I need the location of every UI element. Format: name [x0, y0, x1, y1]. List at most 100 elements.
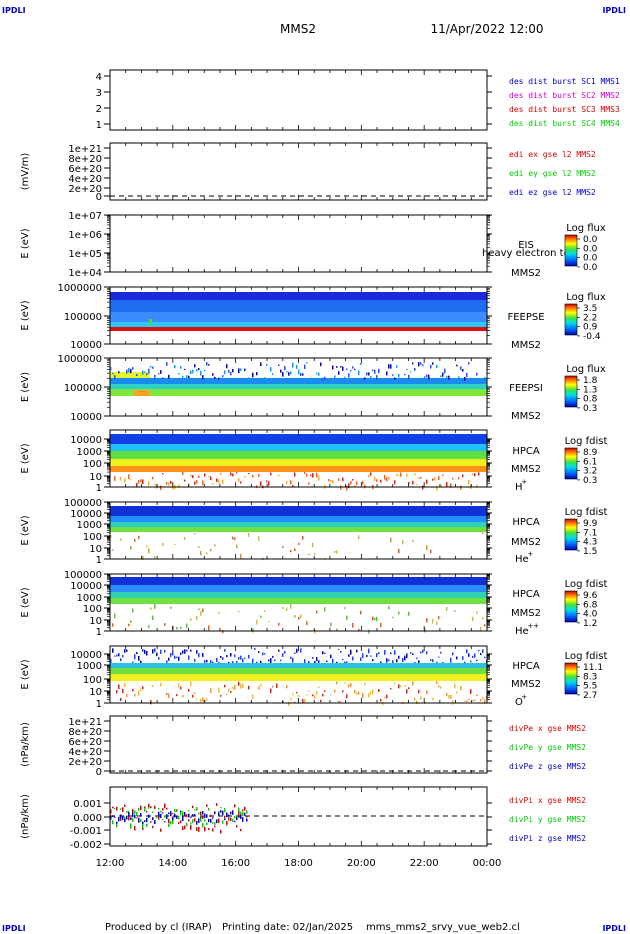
y-tick-label: 10 — [89, 472, 102, 483]
plot-datetime: 11/Apr/2022 12:00 — [430, 22, 543, 36]
y-minor-ticks — [107, 215, 490, 267]
footer-script-name: mms_mms2_srvy_vue_web2.cl — [366, 922, 520, 933]
band-mid-energy — [110, 300, 487, 312]
instrument-label: FEEPSI — [509, 383, 543, 394]
species-label: He — [515, 554, 529, 565]
colorbar-title: Log flux — [566, 223, 606, 234]
series-divpi-z — [110, 810, 248, 825]
x-tick-label: 14:00 — [158, 858, 187, 869]
y-tick-label: 10 — [89, 687, 102, 698]
species-charge: + — [527, 550, 533, 558]
band-yellow — [110, 674, 487, 681]
y-tick-label: 100000 — [64, 312, 102, 323]
spacecraft-label: MMS2 — [511, 268, 541, 279]
colorbar-tick-label: 9.9 — [583, 519, 598, 529]
instrument-label: HPCA — [512, 446, 540, 457]
x-tick-label: 00:00 — [473, 858, 502, 869]
legend-entry: des dist burst SC2 MMS2 — [509, 91, 620, 100]
corner-label-top-left: IPDLI — [2, 6, 26, 15]
colorbar-tick-label: 2.2 — [583, 313, 597, 323]
y-tick-label: 100 — [83, 459, 102, 470]
series-divpi-y — [110, 806, 248, 829]
instrument-label: HPCA — [512, 517, 540, 528]
y-tick-label: 0 — [96, 192, 102, 203]
x-minor-ticks — [109, 287, 488, 344]
band-low-energy — [110, 327, 487, 331]
band-blue — [110, 434, 487, 444]
y-tick-label: 1e+21 — [68, 144, 102, 155]
x-minor-ticks — [109, 787, 488, 846]
colorbar-tick-label: 0.8 — [583, 395, 598, 405]
y-tick-label: 100 — [83, 532, 102, 543]
band-light-blue — [110, 585, 487, 592]
y-minor-ticks — [107, 502, 490, 557]
y-tick-label: 2e+20 — [68, 757, 102, 768]
colorbar — [564, 662, 578, 695]
species-label: H — [515, 482, 523, 493]
band-blue — [110, 506, 487, 516]
y-tick-label: 1e+04 — [68, 268, 102, 279]
colorbar-tick-label: 3.5 — [583, 304, 597, 314]
y-tick-label: 1e+07 — [68, 211, 102, 222]
species-charge: + — [521, 693, 527, 701]
legend-entry: des dist burst SC3 MMS3 — [509, 105, 620, 114]
instrument-label: HPCA — [512, 589, 540, 600]
y-axis-label: E (eV) — [20, 300, 31, 330]
y-tick-label: 1000 — [77, 661, 102, 672]
plot-area-hpca_hepp — [110, 577, 487, 634]
x-tick-label: 12:00 — [96, 858, 125, 869]
band-green — [110, 451, 487, 459]
band-green — [110, 389, 487, 396]
y-tick-label: 100 — [83, 604, 102, 615]
band-orange-early — [134, 390, 150, 396]
legend-entry: edi ey gse l2 MMS2 — [509, 169, 596, 178]
species-label: O — [515, 697, 523, 708]
colorbar-tick-label: -0.4 — [583, 332, 601, 342]
y-tick-label: 1000000 — [57, 283, 102, 294]
y-axis-label: E (eV) — [20, 228, 31, 258]
y-minor-ticks — [107, 654, 490, 700]
panel-feepse: 1000000 100000 10000 E (eV) FEEPSE MMS2 Log fl… — [20, 283, 606, 351]
instrument-label: FEEPSE — [507, 312, 544, 323]
y-axis-label: E (eV) — [20, 587, 31, 617]
plot-mission-title: MMS2 — [280, 22, 316, 36]
colorbar-title: Log fdist — [565, 507, 608, 518]
colorbar-tick-label: 1.3 — [583, 385, 597, 395]
y-tick-label: 10000 — [70, 412, 102, 423]
band-orange — [110, 466, 487, 472]
band-cyan — [110, 663, 487, 668]
y-tick-label: 1e+21 — [68, 717, 102, 728]
y-tick-label: 10 — [89, 616, 102, 627]
legend-entry: des dist burst SC4 MMS4 — [509, 119, 620, 128]
spacecraft-label: MMS2 — [511, 679, 541, 690]
y-tick-label: 1000 — [77, 447, 102, 458]
colorbar-tick-label: 0.9 — [583, 323, 598, 333]
y-tick-label: 4e+20 — [68, 747, 102, 758]
x-tick-label: 18:00 — [284, 858, 313, 869]
x-tick-label: 16:00 — [221, 858, 250, 869]
x-minor-ticks — [109, 646, 488, 703]
colorbar — [564, 375, 578, 408]
y-tick-label: 2 — [96, 104, 102, 115]
y-tick-label: 10000 — [70, 509, 102, 520]
x-minor-ticks — [109, 358, 488, 416]
footer-printing-date: Printing date: 02/Jan/2025 — [222, 922, 353, 933]
y-tick-label: 100 — [83, 675, 102, 686]
y-tick-label: 1 — [96, 120, 102, 131]
y-tick-label: 2e+20 — [68, 184, 102, 195]
y-tick-label: 10000 — [70, 435, 102, 446]
x-minor-ticks — [109, 70, 488, 130]
corner-label-bottom-right: IPDLI — [602, 924, 626, 933]
instrument-label: EIS — [518, 240, 534, 251]
y-tick-label: 10000 — [70, 650, 102, 661]
band-cyan — [110, 384, 487, 389]
colorbar — [564, 447, 578, 480]
legend-entry: divPe y gse MMS2 — [509, 743, 586, 752]
x-minor-ticks — [109, 502, 488, 559]
x-minor-ticks — [109, 143, 488, 200]
plot-area-feepse — [110, 292, 487, 331]
